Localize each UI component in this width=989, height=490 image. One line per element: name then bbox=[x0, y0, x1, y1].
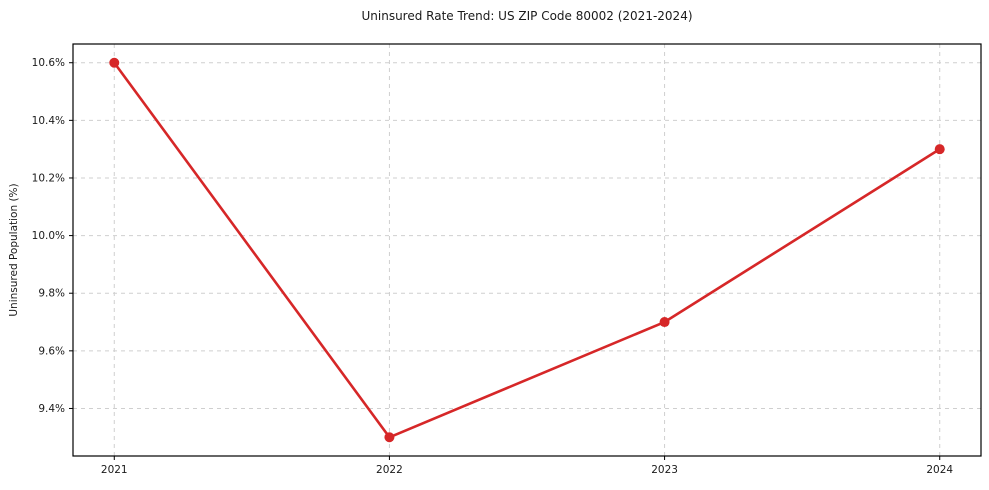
y-tick-label: 10.2% bbox=[32, 172, 65, 184]
y-tick-label: 9.6% bbox=[38, 345, 65, 357]
data-point-marker bbox=[934, 144, 945, 155]
x-tick-label: 2023 bbox=[651, 464, 678, 476]
chart-title: Uninsured Rate Trend: US ZIP Code 80002 … bbox=[361, 9, 693, 23]
data-point-marker bbox=[109, 57, 120, 68]
plot-border bbox=[72, 43, 982, 457]
y-tick-label: 10.4% bbox=[32, 115, 65, 127]
y-tick-label: 9.4% bbox=[38, 403, 65, 415]
x-tick-label: 2024 bbox=[926, 464, 953, 476]
data-point-marker bbox=[384, 432, 395, 443]
y-tick-label: 10.6% bbox=[32, 57, 65, 69]
x-tick-label: 2021 bbox=[101, 464, 128, 476]
y-tick-label: 10.0% bbox=[32, 230, 65, 242]
data-line bbox=[112, 61, 942, 439]
x-tick-label: 2022 bbox=[376, 464, 403, 476]
y-tick-label: 9.8% bbox=[38, 288, 65, 300]
data-point-marker bbox=[659, 317, 670, 328]
